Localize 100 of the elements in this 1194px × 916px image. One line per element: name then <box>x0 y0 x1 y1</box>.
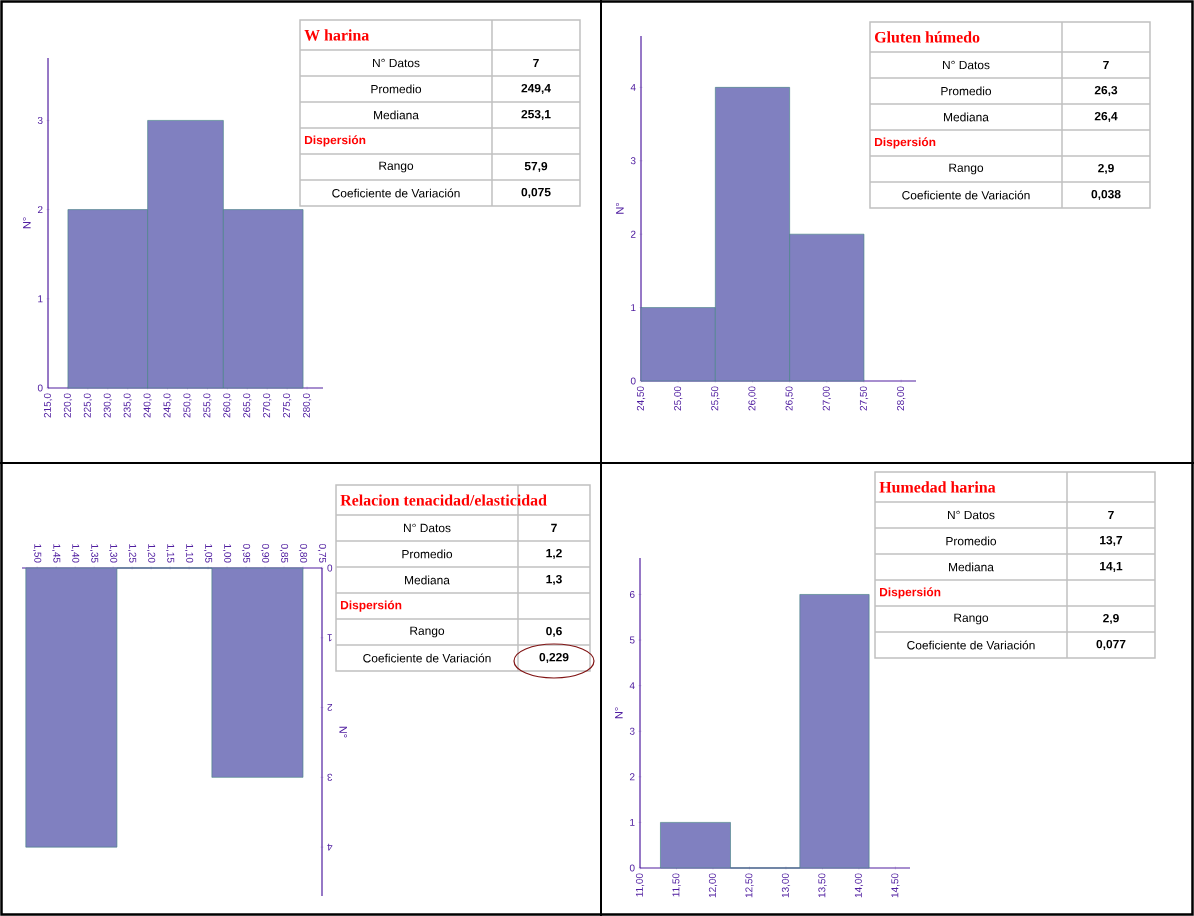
text: 14,1 <box>1100 561 1123 573</box>
text: 253,1 <box>521 109 551 121</box>
text: N° Datos <box>404 523 451 533</box>
text: N° Datos <box>943 60 990 70</box>
y-tick-label: 2 <box>630 230 636 238</box>
text: N° Datos <box>948 510 995 520</box>
y-tick-label: 3 <box>327 773 333 781</box>
x-tick-label: 11,00 <box>635 873 645 897</box>
x-tick-label: 270,0 <box>263 393 272 418</box>
y-tick-label: 0 <box>630 377 636 385</box>
x-tick-label: 1,10 <box>184 544 194 563</box>
chart-title: W harina <box>304 29 370 41</box>
annotation: Coeficiente de Variación <box>902 190 1030 200</box>
y-tick-label: 4 <box>327 843 333 851</box>
text: 0,075 <box>521 187 551 199</box>
x-tick-label: 215,0 <box>43 393 53 418</box>
x-tick-label: 260,0 <box>223 393 232 418</box>
x-tick-label: 275,0 <box>283 393 292 418</box>
y-tick-label: 3 <box>37 116 43 124</box>
x-tick-label: 28,00 <box>897 386 906 411</box>
text: 0,038 <box>1091 189 1121 201</box>
text: 1,3 <box>546 574 562 586</box>
x-tick-label: 14,50 <box>891 873 900 898</box>
x-tick-label: 12,00 <box>708 873 718 898</box>
annotation: Dispersión <box>304 135 366 147</box>
text: Promedio <box>402 549 453 559</box>
x-tick-label: 250,0 <box>183 393 192 418</box>
text: 0,6 <box>546 626 562 638</box>
x-tick-label: 1,25 <box>128 544 137 563</box>
x-tick-label: 27,50 <box>859 386 869 411</box>
text: Promedio <box>371 84 422 94</box>
y-tick-label: 3 <box>630 157 636 165</box>
x-tick-label: 265,0 <box>243 393 252 418</box>
y-axis-title: N° <box>339 726 348 738</box>
y-tick-label: 4 <box>630 83 636 91</box>
text: 2,9 <box>1098 163 1114 175</box>
y-tick-label: 0 <box>629 864 635 872</box>
x-tick-label: 1,20 <box>146 544 156 563</box>
y-tick-label: 3 <box>629 727 635 735</box>
x-tick-label: 26,00 <box>748 386 757 411</box>
text: Coeficiente de Variación <box>363 653 491 663</box>
text: 26,4 <box>1094 111 1118 123</box>
x-tick-label: 0,95 <box>241 543 251 563</box>
y-tick-label: 4 <box>629 682 635 690</box>
y-tick-label: 1 <box>38 295 43 303</box>
text: 7 <box>533 58 539 68</box>
y-axis-title: N° <box>614 707 623 719</box>
y-axis-title: N° <box>22 217 31 229</box>
text: Promedio <box>946 536 997 546</box>
text: Rango <box>954 613 989 625</box>
text: Mediana <box>374 110 419 120</box>
text: Mediana <box>405 575 450 585</box>
text: 13,7 <box>1100 535 1123 547</box>
x-tick-label: 230,0 <box>103 393 112 418</box>
x-tick-label: 1,50 <box>33 544 42 563</box>
x-tick-label: 13,50 <box>818 873 827 898</box>
x-tick-label: 13,00 <box>781 873 791 898</box>
x-tick-label: 26,50 <box>785 386 794 411</box>
text: Promedio <box>941 86 992 96</box>
text: N° Datos <box>373 58 420 68</box>
text: 0,229 <box>539 652 569 664</box>
x-tick-label: 1,30 <box>109 544 118 563</box>
x-tick-label: 220,0 <box>63 393 73 418</box>
x-tick-label: 25,50 <box>711 386 720 411</box>
x-tick-label: 1,15 <box>166 544 175 563</box>
y-tick-label: 1 <box>631 304 636 312</box>
x-tick-label: 25,00 <box>674 386 683 411</box>
x-tick-label: 1,35 <box>90 544 99 563</box>
x-tick-label: 235,0 <box>123 393 132 418</box>
x-tick-label: 240,0 <box>143 393 152 418</box>
x-tick-label: 11,50 <box>672 873 681 897</box>
y-tick-label: 0 <box>327 564 333 572</box>
x-tick-label: 1,00 <box>222 544 232 563</box>
x-tick-label: 255,0 <box>203 393 212 418</box>
text: Mediana <box>944 112 989 122</box>
x-tick-label: 0,90 <box>260 543 270 563</box>
x-tick-label: 1,40 <box>71 544 80 563</box>
y-tick-label: 2 <box>629 773 635 781</box>
annotation: Dispersión <box>874 137 936 149</box>
text: 57,9 <box>524 161 548 173</box>
x-tick-label: 0,85 <box>279 543 289 563</box>
text: 26,3 <box>1094 85 1118 97</box>
text: Dispersión <box>340 600 402 612</box>
x-tick-label: 0,75 <box>317 543 327 563</box>
text: Mediana <box>949 562 994 572</box>
x-tick-label: 1,05 <box>203 544 213 563</box>
y-tick-label: 2 <box>327 704 333 712</box>
text: Rango <box>410 626 445 638</box>
x-tick-label: 27,00 <box>822 386 831 411</box>
chart-title: Humedad harina <box>879 481 996 493</box>
x-tick-label: 14,00 <box>854 873 864 898</box>
annotation: Dispersión <box>880 587 941 599</box>
text: 7 <box>1108 510 1114 520</box>
text: Rango <box>949 163 984 175</box>
x-tick-label: 225,0 <box>83 393 92 418</box>
text: 7 <box>1103 60 1109 70</box>
x-tick-label: 12,50 <box>745 873 754 898</box>
text: Rango <box>379 161 414 173</box>
text: 7 <box>551 523 557 533</box>
x-tick-label: 245,0 <box>163 393 172 418</box>
